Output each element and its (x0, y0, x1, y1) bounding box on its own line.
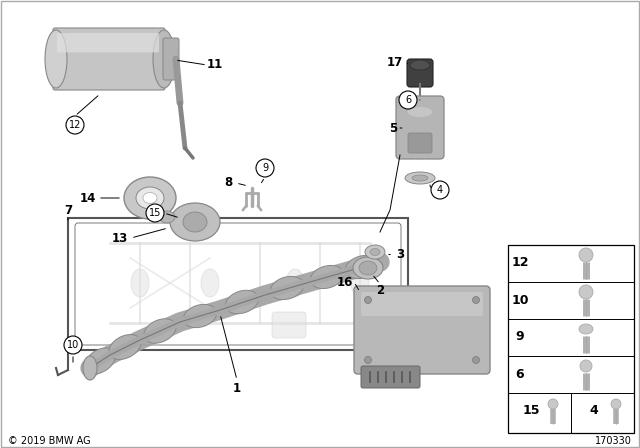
Circle shape (365, 297, 371, 303)
Circle shape (548, 399, 558, 409)
Text: 10: 10 (511, 293, 529, 306)
Ellipse shape (109, 335, 141, 359)
Text: © 2019 BMW AG: © 2019 BMW AG (8, 436, 91, 446)
Ellipse shape (412, 175, 428, 181)
Ellipse shape (183, 212, 207, 232)
Ellipse shape (45, 30, 67, 88)
FancyBboxPatch shape (272, 312, 306, 338)
FancyBboxPatch shape (407, 59, 433, 87)
Circle shape (611, 399, 621, 409)
Circle shape (66, 116, 84, 134)
Circle shape (365, 357, 371, 363)
Ellipse shape (153, 30, 175, 88)
Text: 6: 6 (405, 95, 411, 105)
Text: 5: 5 (389, 121, 397, 134)
Ellipse shape (143, 193, 157, 203)
Circle shape (580, 360, 592, 372)
FancyBboxPatch shape (396, 96, 444, 159)
Text: 16: 16 (337, 276, 353, 289)
Ellipse shape (170, 203, 220, 241)
Text: 15: 15 (149, 208, 161, 218)
Text: 10: 10 (67, 340, 79, 350)
Bar (68, 218, 408, 350)
Ellipse shape (124, 177, 176, 219)
Ellipse shape (405, 172, 435, 184)
Text: 170330: 170330 (595, 436, 632, 446)
Ellipse shape (353, 257, 383, 279)
Ellipse shape (346, 255, 379, 279)
Text: 9: 9 (262, 163, 268, 173)
Text: 2: 2 (376, 284, 384, 297)
Text: 4: 4 (589, 405, 598, 418)
Text: 13: 13 (112, 232, 128, 245)
FancyBboxPatch shape (57, 33, 159, 52)
Text: 15: 15 (522, 405, 540, 418)
Ellipse shape (408, 107, 433, 117)
Text: 3: 3 (396, 249, 404, 262)
Text: 12: 12 (69, 120, 81, 130)
Circle shape (472, 357, 479, 363)
Text: 17: 17 (387, 56, 403, 69)
Ellipse shape (159, 211, 175, 223)
Ellipse shape (131, 269, 149, 297)
Text: 14: 14 (80, 191, 96, 204)
Ellipse shape (410, 60, 430, 70)
Ellipse shape (579, 324, 593, 334)
Circle shape (472, 297, 479, 303)
Bar (508, 245, 634, 433)
Circle shape (399, 91, 417, 109)
Ellipse shape (84, 348, 115, 374)
Text: 12: 12 (511, 257, 529, 270)
Ellipse shape (359, 261, 377, 275)
Ellipse shape (370, 249, 380, 255)
Ellipse shape (184, 304, 216, 327)
Ellipse shape (351, 269, 369, 297)
Circle shape (431, 181, 449, 199)
Circle shape (579, 248, 593, 262)
Text: 8: 8 (224, 177, 232, 190)
Ellipse shape (286, 269, 304, 297)
Ellipse shape (136, 187, 164, 209)
FancyBboxPatch shape (53, 28, 165, 90)
Circle shape (146, 204, 164, 222)
Text: 1: 1 (233, 382, 241, 395)
FancyBboxPatch shape (361, 292, 483, 316)
Circle shape (579, 285, 593, 299)
Ellipse shape (365, 245, 385, 259)
Text: 6: 6 (516, 367, 524, 380)
Circle shape (64, 336, 82, 354)
Ellipse shape (83, 356, 97, 380)
Ellipse shape (310, 265, 344, 289)
Text: 4: 4 (437, 185, 443, 195)
Ellipse shape (270, 276, 303, 300)
Text: 7: 7 (64, 203, 72, 216)
Ellipse shape (225, 290, 259, 314)
FancyBboxPatch shape (163, 38, 179, 80)
Ellipse shape (201, 269, 219, 297)
FancyBboxPatch shape (354, 286, 490, 374)
Text: 11: 11 (207, 59, 223, 72)
Circle shape (256, 159, 274, 177)
FancyBboxPatch shape (408, 133, 432, 153)
Text: 9: 9 (516, 331, 524, 344)
Ellipse shape (144, 319, 176, 343)
FancyBboxPatch shape (361, 366, 420, 388)
